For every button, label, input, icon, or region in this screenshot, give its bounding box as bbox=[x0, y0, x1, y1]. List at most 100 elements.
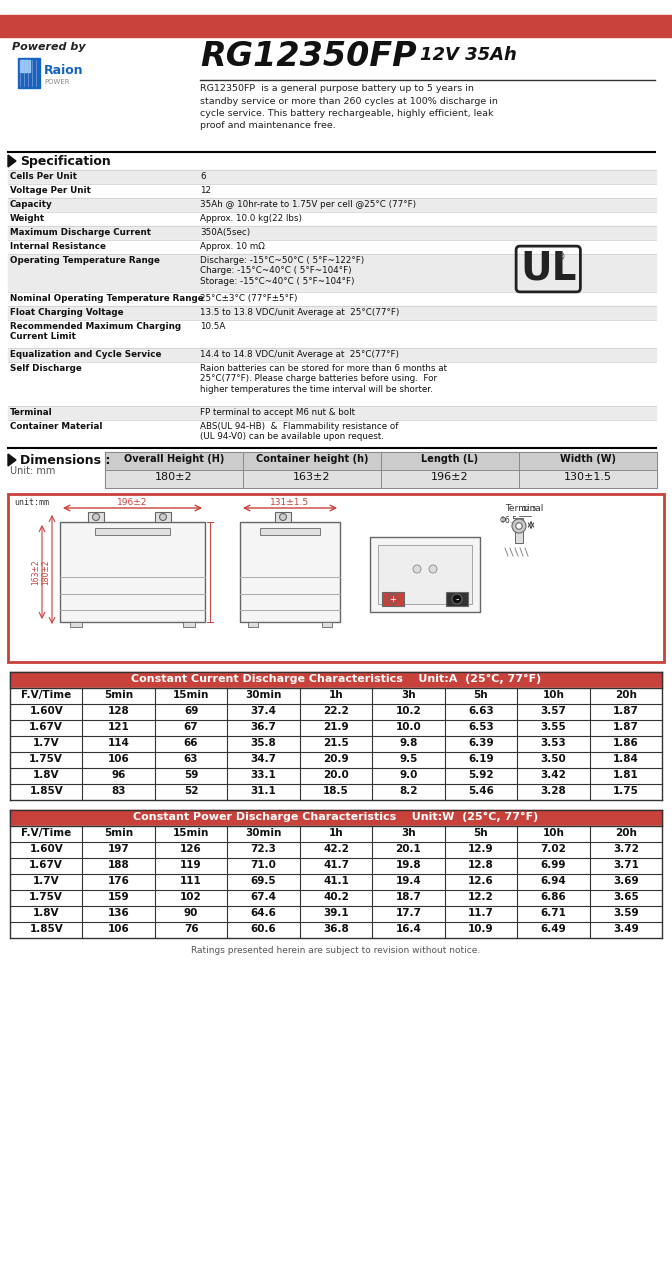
Text: 1.8V: 1.8V bbox=[33, 771, 60, 780]
Text: 64.6: 64.6 bbox=[251, 908, 276, 918]
Bar bbox=[240, 522, 340, 622]
Text: 126: 126 bbox=[180, 844, 202, 854]
Text: Maximum Discharge Current: Maximum Discharge Current bbox=[10, 228, 151, 237]
Text: 12V 35Ah: 12V 35Ah bbox=[420, 46, 517, 64]
Text: 13.5 to 13.8 VDC/unit Average at  25°C(77°F): 13.5 to 13.8 VDC/unit Average at 25°C(77… bbox=[200, 308, 399, 317]
Text: 6: 6 bbox=[200, 172, 206, 180]
Text: 3.59: 3.59 bbox=[613, 908, 638, 918]
Text: 6.71: 6.71 bbox=[540, 908, 566, 918]
Bar bbox=[0, 15, 672, 37]
Text: 16.4: 16.4 bbox=[396, 924, 421, 934]
Text: Overall Height (H): Overall Height (H) bbox=[124, 454, 224, 463]
Text: 5min: 5min bbox=[104, 690, 133, 700]
Text: Discharge: -15°C~50°C ( 5°F~122°F)
Charge: -15°C~40°C ( 5°F~104°F)
Storage: -15°: Discharge: -15°C~50°C ( 5°F~122°F) Charg… bbox=[200, 256, 364, 285]
Text: 3.50: 3.50 bbox=[540, 754, 566, 764]
Text: 136: 136 bbox=[108, 908, 130, 918]
Text: 20.9: 20.9 bbox=[323, 754, 349, 764]
Text: 18.5: 18.5 bbox=[323, 786, 349, 796]
Bar bbox=[60, 522, 205, 622]
Text: 1.87: 1.87 bbox=[613, 722, 638, 732]
Bar bbox=[8, 406, 656, 420]
Text: Dimensions :: Dimensions : bbox=[20, 454, 110, 467]
Text: Terminal: Terminal bbox=[10, 408, 52, 417]
Text: 121: 121 bbox=[108, 722, 130, 732]
Text: 6.86: 6.86 bbox=[540, 892, 566, 902]
Text: ABS(UL 94-HB)  &  Flammability resistance of
(UL 94-V0) can be available upon re: ABS(UL 94-HB) & Flammability resistance … bbox=[200, 422, 398, 442]
Text: 83: 83 bbox=[112, 786, 126, 796]
Text: 10.2: 10.2 bbox=[396, 707, 421, 716]
Text: 114: 114 bbox=[108, 739, 130, 748]
Bar bbox=[8, 348, 656, 362]
Text: 22.2: 22.2 bbox=[323, 707, 349, 716]
Text: 1.85V: 1.85V bbox=[30, 786, 63, 796]
Text: 66: 66 bbox=[184, 739, 198, 748]
Bar bbox=[370, 538, 480, 612]
Text: 11.7: 11.7 bbox=[468, 908, 494, 918]
Circle shape bbox=[413, 564, 421, 573]
Text: 21.9: 21.9 bbox=[323, 722, 349, 732]
Text: 6.63: 6.63 bbox=[468, 707, 494, 716]
Text: 76: 76 bbox=[184, 924, 198, 934]
Circle shape bbox=[515, 522, 522, 529]
Text: 10h: 10h bbox=[542, 690, 564, 700]
Text: 3.55: 3.55 bbox=[540, 722, 566, 732]
Text: 10.0: 10.0 bbox=[396, 722, 421, 732]
Bar bbox=[20, 60, 30, 72]
Text: 197: 197 bbox=[108, 844, 130, 854]
Text: Unit: mm: Unit: mm bbox=[10, 466, 55, 476]
Text: FP terminal to accept M6 nut & bolt: FP terminal to accept M6 nut & bolt bbox=[200, 408, 355, 417]
Bar bbox=[8, 362, 656, 406]
Bar bbox=[8, 198, 656, 212]
Text: 67: 67 bbox=[184, 722, 198, 732]
Bar bbox=[260, 527, 320, 535]
Bar bbox=[10, 826, 662, 842]
Bar bbox=[248, 622, 258, 627]
Text: 37.4: 37.4 bbox=[251, 707, 277, 716]
Text: 39.1: 39.1 bbox=[323, 908, 349, 918]
Bar bbox=[515, 518, 523, 543]
Text: 36.8: 36.8 bbox=[323, 924, 349, 934]
Text: Powered by: Powered by bbox=[12, 42, 85, 52]
Text: 196±2: 196±2 bbox=[118, 498, 148, 507]
Text: 36.7: 36.7 bbox=[251, 722, 276, 732]
Text: 106: 106 bbox=[108, 754, 130, 764]
Bar bbox=[8, 227, 656, 241]
Text: Weight: Weight bbox=[10, 214, 45, 223]
Circle shape bbox=[93, 513, 99, 521]
Text: 12.2: 12.2 bbox=[468, 892, 494, 902]
Text: 1.87: 1.87 bbox=[613, 707, 638, 716]
Text: 6.39: 6.39 bbox=[468, 739, 494, 748]
Bar bbox=[95, 527, 170, 535]
Text: 1h: 1h bbox=[329, 828, 343, 838]
Text: 35.8: 35.8 bbox=[251, 739, 276, 748]
Text: 1.8V: 1.8V bbox=[33, 908, 60, 918]
Text: 12.5: 12.5 bbox=[521, 506, 536, 512]
Text: 63: 63 bbox=[184, 754, 198, 764]
Bar bbox=[378, 545, 472, 604]
Bar bbox=[8, 184, 656, 198]
Bar bbox=[8, 241, 656, 253]
Polygon shape bbox=[8, 454, 16, 466]
Text: Raion: Raion bbox=[44, 64, 83, 77]
Text: 1.75: 1.75 bbox=[613, 786, 638, 796]
Text: Approx. 10 mΩ: Approx. 10 mΩ bbox=[200, 242, 265, 251]
Text: 10.5A: 10.5A bbox=[200, 323, 225, 332]
Bar bbox=[8, 420, 656, 448]
Text: Raion batteries can be stored for more than 6 months at
25°C(77°F). Please charg: Raion batteries can be stored for more t… bbox=[200, 364, 447, 394]
Text: UL: UL bbox=[520, 250, 577, 288]
Text: 6.49: 6.49 bbox=[540, 924, 566, 934]
Text: 350A(5sec): 350A(5sec) bbox=[200, 228, 250, 237]
Text: 90: 90 bbox=[184, 908, 198, 918]
Bar bbox=[8, 494, 664, 662]
Bar bbox=[10, 810, 662, 826]
Text: RG12350FP: RG12350FP bbox=[200, 40, 417, 73]
Text: 14.4 to 14.8 VDC/unit Average at  25°C(77°F): 14.4 to 14.8 VDC/unit Average at 25°C(77… bbox=[200, 349, 399, 358]
Text: Self Discharge: Self Discharge bbox=[10, 364, 82, 372]
Text: 1.75V: 1.75V bbox=[30, 754, 63, 764]
Circle shape bbox=[429, 564, 437, 573]
Text: Ratings presented herein are subject to revision without notice.: Ratings presented herein are subject to … bbox=[192, 946, 480, 955]
Text: 71.0: 71.0 bbox=[251, 860, 276, 870]
Text: 9.5: 9.5 bbox=[399, 754, 417, 764]
Text: 31.1: 31.1 bbox=[251, 786, 276, 796]
Text: 5min: 5min bbox=[104, 828, 133, 838]
